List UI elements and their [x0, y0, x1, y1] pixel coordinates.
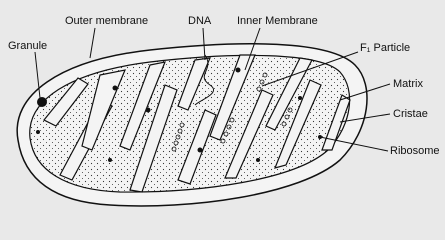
leader-lines [34, 27, 391, 152]
label: F₁ Particle [360, 42, 410, 54]
label: Granule [8, 40, 47, 52]
mitochondrion-diagram: Outer membrane DNA Inner Membrane Granul… [8, 14, 440, 207]
label: Cristae [393, 108, 428, 120]
label: Inner Membrane [237, 15, 318, 27]
label: Outer membrane [65, 15, 148, 27]
page: Outer membrane DNA Inner Membrane Granul… [8, 14, 440, 207]
label: Ribosome [390, 145, 440, 157]
f1-particles [171, 72, 293, 152]
granules [36, 67, 322, 162]
label: Matrix [393, 78, 423, 90]
label: DNA [188, 15, 212, 27]
dna-strand [194, 54, 214, 106]
